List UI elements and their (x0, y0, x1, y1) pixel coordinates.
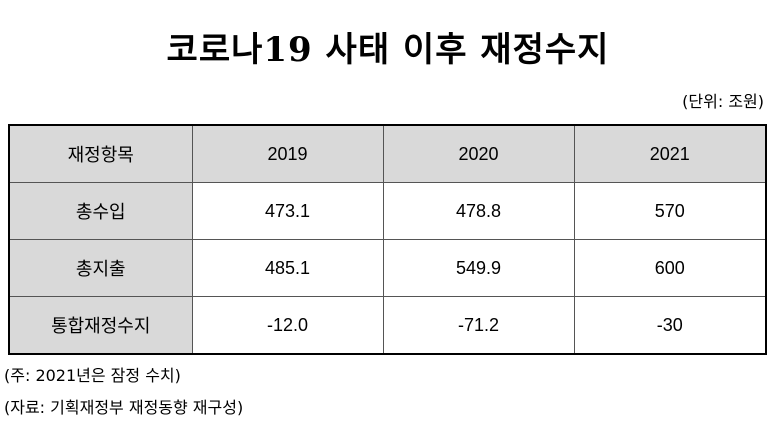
table-cell: -12.0 (191, 296, 384, 355)
table-row: 총지출 485.1 549.9 600 (8, 239, 767, 297)
table-cell: 600 (573, 239, 767, 297)
header-cell-2019: 2019 (191, 124, 384, 183)
table-row: 총수입 473.1 478.8 570 (8, 182, 767, 240)
header-cell-2020: 2020 (382, 124, 575, 183)
table-cell: 485.1 (191, 239, 384, 297)
header-cell-2021: 2021 (573, 124, 767, 183)
page-title: 코로나19 사태 이후 재정수지 (166, 30, 610, 70)
table-cell: 473.1 (191, 182, 384, 240)
footnote-provisional: (주: 2021년은 잠정 수치) (4, 366, 181, 385)
fiscal-balance-table: 재정항목 2019 2020 2021 총수입 473.1 478.8 570 … (8, 124, 767, 355)
row-label-total-expenditure: 총지출 (8, 239, 193, 297)
table-row: 통합재정수지 -12.0 -71.2 -30 (8, 296, 767, 355)
header-cell-item: 재정항목 (8, 124, 193, 183)
table-cell: 478.8 (382, 182, 575, 240)
table-header-row: 재정항목 2019 2020 2021 (8, 124, 767, 183)
row-label-consolidated-balance: 통합재정수지 (8, 296, 193, 355)
row-label-total-revenue: 총수입 (8, 182, 193, 240)
table-cell: 570 (573, 182, 767, 240)
table-cell: -71.2 (382, 296, 575, 355)
unit-label: (단위: 조원) (682, 92, 764, 111)
footnote-source: (자료: 기획재정부 재정동향 재구성) (4, 398, 244, 417)
table-cell: -30 (573, 296, 767, 355)
table-cell: 549.9 (382, 239, 575, 297)
